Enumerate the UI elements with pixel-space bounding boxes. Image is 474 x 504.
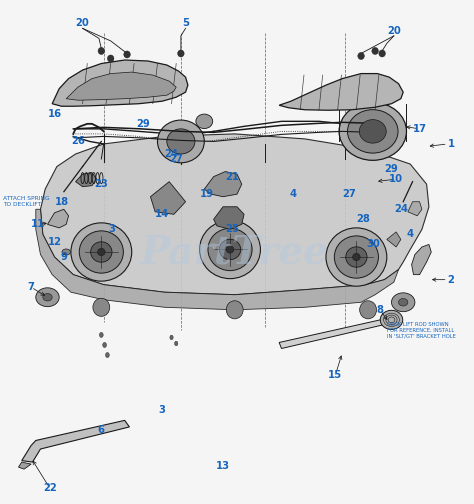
Ellipse shape bbox=[170, 335, 173, 340]
Polygon shape bbox=[204, 171, 242, 197]
Ellipse shape bbox=[174, 341, 178, 346]
Polygon shape bbox=[408, 202, 422, 216]
Circle shape bbox=[379, 50, 385, 57]
Text: 15: 15 bbox=[328, 370, 342, 380]
Ellipse shape bbox=[36, 288, 59, 306]
Text: 26: 26 bbox=[71, 137, 85, 147]
Polygon shape bbox=[75, 172, 97, 186]
Text: 27: 27 bbox=[169, 154, 183, 164]
Text: 12: 12 bbox=[47, 237, 62, 247]
Text: 20: 20 bbox=[387, 26, 401, 36]
Text: 21: 21 bbox=[225, 171, 239, 181]
Text: 14: 14 bbox=[155, 209, 169, 219]
Polygon shape bbox=[18, 462, 31, 469]
Polygon shape bbox=[214, 207, 244, 229]
Text: 4: 4 bbox=[290, 189, 297, 199]
Ellipse shape bbox=[167, 129, 195, 154]
Ellipse shape bbox=[98, 248, 105, 256]
Polygon shape bbox=[411, 244, 431, 275]
Text: ATTACH SPRING
TO DECKLIFT: ATTACH SPRING TO DECKLIFT bbox=[3, 197, 50, 207]
Text: 9: 9 bbox=[61, 252, 67, 262]
Text: 11: 11 bbox=[31, 219, 45, 229]
Text: 10: 10 bbox=[389, 174, 403, 184]
Ellipse shape bbox=[100, 333, 103, 338]
Ellipse shape bbox=[106, 352, 109, 357]
Text: 17: 17 bbox=[412, 124, 427, 134]
Text: 18: 18 bbox=[55, 197, 69, 207]
Text: 30: 30 bbox=[366, 239, 380, 249]
Ellipse shape bbox=[71, 223, 132, 281]
Text: 6: 6 bbox=[98, 425, 105, 435]
Circle shape bbox=[178, 50, 184, 57]
Text: DECK LIFT ROD SHOWN
FOR REFERENCE, INSTALL
IN 'SLT/GT' BRACKET HOLE: DECK LIFT ROD SHOWN FOR REFERENCE, INSTA… bbox=[387, 322, 456, 338]
Circle shape bbox=[372, 47, 378, 54]
Text: 3: 3 bbox=[109, 224, 115, 234]
Polygon shape bbox=[47, 209, 69, 228]
Text: 25: 25 bbox=[226, 224, 239, 234]
Text: 27: 27 bbox=[343, 189, 356, 199]
Text: 20: 20 bbox=[76, 18, 90, 28]
Polygon shape bbox=[40, 134, 429, 295]
Ellipse shape bbox=[43, 293, 52, 301]
Polygon shape bbox=[52, 60, 188, 106]
Text: 8: 8 bbox=[376, 305, 383, 315]
Polygon shape bbox=[150, 181, 185, 214]
Circle shape bbox=[93, 298, 110, 317]
Text: 24: 24 bbox=[164, 149, 179, 159]
Circle shape bbox=[226, 301, 243, 319]
Text: 5: 5 bbox=[182, 18, 189, 28]
Ellipse shape bbox=[62, 249, 71, 255]
Text: 24: 24 bbox=[394, 204, 408, 214]
Text: 29: 29 bbox=[384, 164, 398, 174]
Ellipse shape bbox=[353, 254, 360, 261]
Ellipse shape bbox=[79, 231, 123, 273]
Ellipse shape bbox=[196, 114, 213, 129]
Polygon shape bbox=[387, 232, 401, 247]
Text: 22: 22 bbox=[43, 483, 57, 493]
Polygon shape bbox=[36, 209, 399, 310]
Circle shape bbox=[98, 47, 105, 54]
Text: PartTree: PartTree bbox=[141, 233, 328, 271]
Ellipse shape bbox=[219, 239, 241, 260]
Text: 23: 23 bbox=[94, 179, 108, 189]
Ellipse shape bbox=[226, 246, 234, 253]
Circle shape bbox=[124, 51, 130, 58]
Polygon shape bbox=[66, 72, 176, 100]
Polygon shape bbox=[279, 74, 403, 110]
Polygon shape bbox=[279, 318, 394, 348]
Ellipse shape bbox=[91, 242, 112, 262]
Text: 29: 29 bbox=[137, 119, 150, 129]
Circle shape bbox=[358, 52, 365, 59]
Ellipse shape bbox=[399, 298, 408, 306]
Text: 28: 28 bbox=[356, 214, 370, 224]
Circle shape bbox=[108, 55, 114, 62]
Text: 19: 19 bbox=[200, 189, 214, 199]
Ellipse shape bbox=[326, 228, 387, 286]
Ellipse shape bbox=[347, 110, 398, 153]
Ellipse shape bbox=[392, 293, 415, 311]
Text: 4: 4 bbox=[407, 229, 414, 239]
Text: 16: 16 bbox=[47, 109, 62, 119]
Ellipse shape bbox=[339, 102, 407, 160]
Text: 2: 2 bbox=[447, 275, 455, 285]
Text: 13: 13 bbox=[216, 461, 230, 471]
Circle shape bbox=[360, 301, 376, 319]
Text: 1: 1 bbox=[447, 139, 455, 149]
Ellipse shape bbox=[200, 220, 260, 279]
Ellipse shape bbox=[380, 310, 403, 330]
Ellipse shape bbox=[346, 247, 367, 267]
Text: 3: 3 bbox=[159, 405, 165, 415]
Ellipse shape bbox=[334, 236, 378, 278]
Ellipse shape bbox=[103, 343, 107, 347]
Ellipse shape bbox=[359, 119, 386, 143]
Ellipse shape bbox=[157, 120, 204, 163]
Polygon shape bbox=[22, 420, 129, 462]
Ellipse shape bbox=[208, 228, 252, 271]
Text: 7: 7 bbox=[27, 282, 35, 292]
